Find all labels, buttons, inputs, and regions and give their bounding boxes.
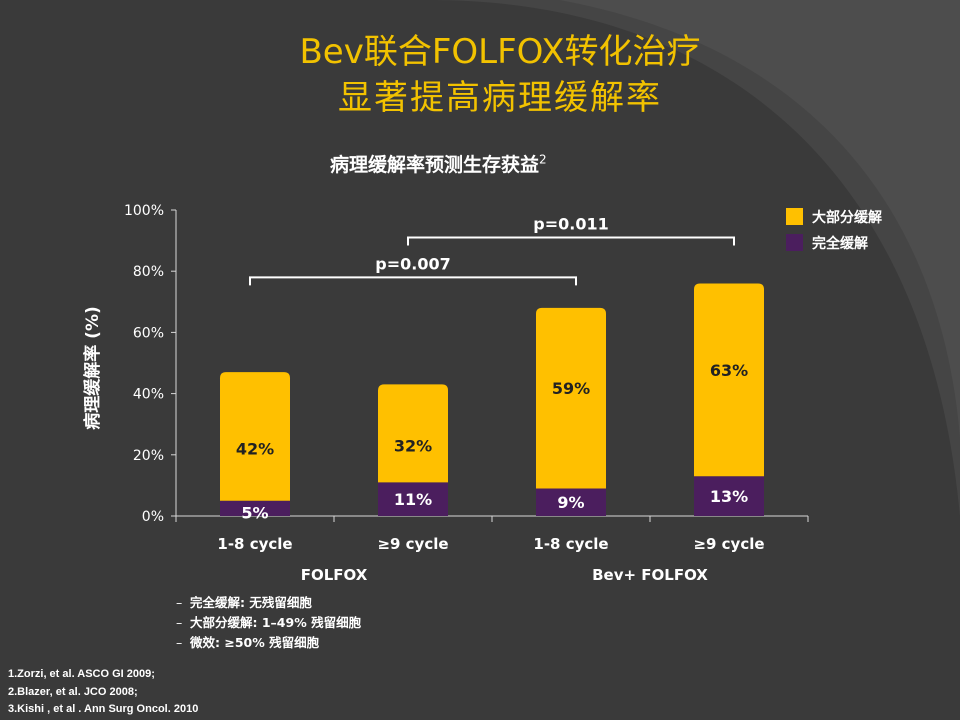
significance-bracket: [407, 236, 735, 246]
y-axis-label: 病理缓解率 (%): [82, 306, 103, 430]
slide-title-line-2: 显著提高病理缓解率: [338, 78, 662, 118]
reference-item: 3.Kishi , et al . Ann Surg Oncol. 2010: [8, 703, 199, 715]
slide-title-line-1: Bev联合FOLFOX转化治疗: [299, 32, 701, 72]
y-tick-label: 0%: [142, 509, 164, 525]
definition-item: – 大部分缓解: 1–49% 残留细胞: [176, 613, 361, 633]
data-label-major-response: 59%: [552, 379, 590, 398]
bar-segment-complete-response: [220, 500, 290, 516]
references: 1.Zorzi, et al. ASCO GI 2009; 2.Blazer, …: [8, 666, 198, 719]
definition-bullet: –: [176, 615, 183, 630]
bar-segment-major-response: [378, 384, 448, 483]
x-tick-label: 1-8 cycle: [217, 535, 292, 553]
chart-subtitle-superscript: 2: [539, 152, 547, 167]
definition-item: – 完全缓解: 无残留细胞: [176, 593, 361, 613]
y-tick-label: 60%: [133, 325, 164, 341]
p-value-label: p=0.011: [533, 215, 608, 234]
significance-bracket: [249, 276, 577, 286]
definition-text: 大部分缓解: 1–49% 残留细胞: [190, 615, 362, 630]
background-swoosh-highlight: [560, 0, 960, 560]
bar-segment-complete-response: [536, 488, 606, 516]
definition-bullet: –: [176, 635, 183, 650]
y-tick-label: 20%: [133, 448, 164, 464]
legend-swatch: [786, 208, 803, 225]
data-label-complete-response: 13%: [710, 487, 748, 506]
data-label-complete-response: 11%: [394, 490, 432, 509]
data-label-complete-response: 5%: [241, 503, 268, 522]
bar-segment-major-response: [220, 372, 290, 501]
bar-segment-complete-response: [378, 482, 448, 516]
legend-swatch: [786, 234, 803, 251]
definition-item: – 微效: ≥50% 残留细胞: [176, 633, 361, 653]
data-label-major-response: 32%: [394, 436, 432, 455]
x-tick-label: 1-8 cycle: [533, 535, 608, 553]
bar-segment-complete-response: [694, 476, 764, 516]
reference-item: 2.Blazer, et al. JCO 2008;: [8, 685, 138, 698]
x-group-label: FOLFOX: [301, 566, 368, 584]
y-tick-label: 80%: [133, 264, 164, 280]
x-tick-label: ≥9 cycle: [377, 535, 448, 553]
data-label-complete-response: 9%: [557, 493, 584, 512]
p-value-label: p=0.007: [375, 254, 450, 273]
x-group-label: Bev+ FOLFOX: [592, 566, 708, 584]
data-label-major-response: 63%: [710, 361, 748, 380]
definition-bullet: –: [176, 595, 183, 610]
bar-segment-major-response: [536, 307, 606, 489]
definitions-list: – 完全缓解: 无残留细胞 – 大部分缓解: 1–49% 残留细胞 – 微效: ≥50…: [176, 593, 361, 653]
definition-text: 微效: ≥50% 残留细胞: [190, 635, 320, 650]
y-tick-label: 100%: [124, 203, 164, 219]
chart-subtitle: 病理缓解率预测生存获益2: [330, 150, 547, 177]
definition-text: 完全缓解: 无残留细胞: [190, 595, 312, 610]
legend-label: 大部分缓解: [812, 209, 882, 226]
reference-item: 1.Zorzi, et al. ASCO GI 2009;: [8, 668, 155, 680]
x-tick-label: ≥9 cycle: [693, 535, 764, 553]
y-tick-label: 40%: [133, 387, 164, 403]
legend-label: 完全缓解: [812, 235, 868, 252]
bar-segment-major-response: [694, 283, 764, 477]
chart-subtitle-text: 病理缓解率预测生存获益: [330, 154, 540, 176]
data-label-major-response: 42%: [236, 439, 274, 458]
